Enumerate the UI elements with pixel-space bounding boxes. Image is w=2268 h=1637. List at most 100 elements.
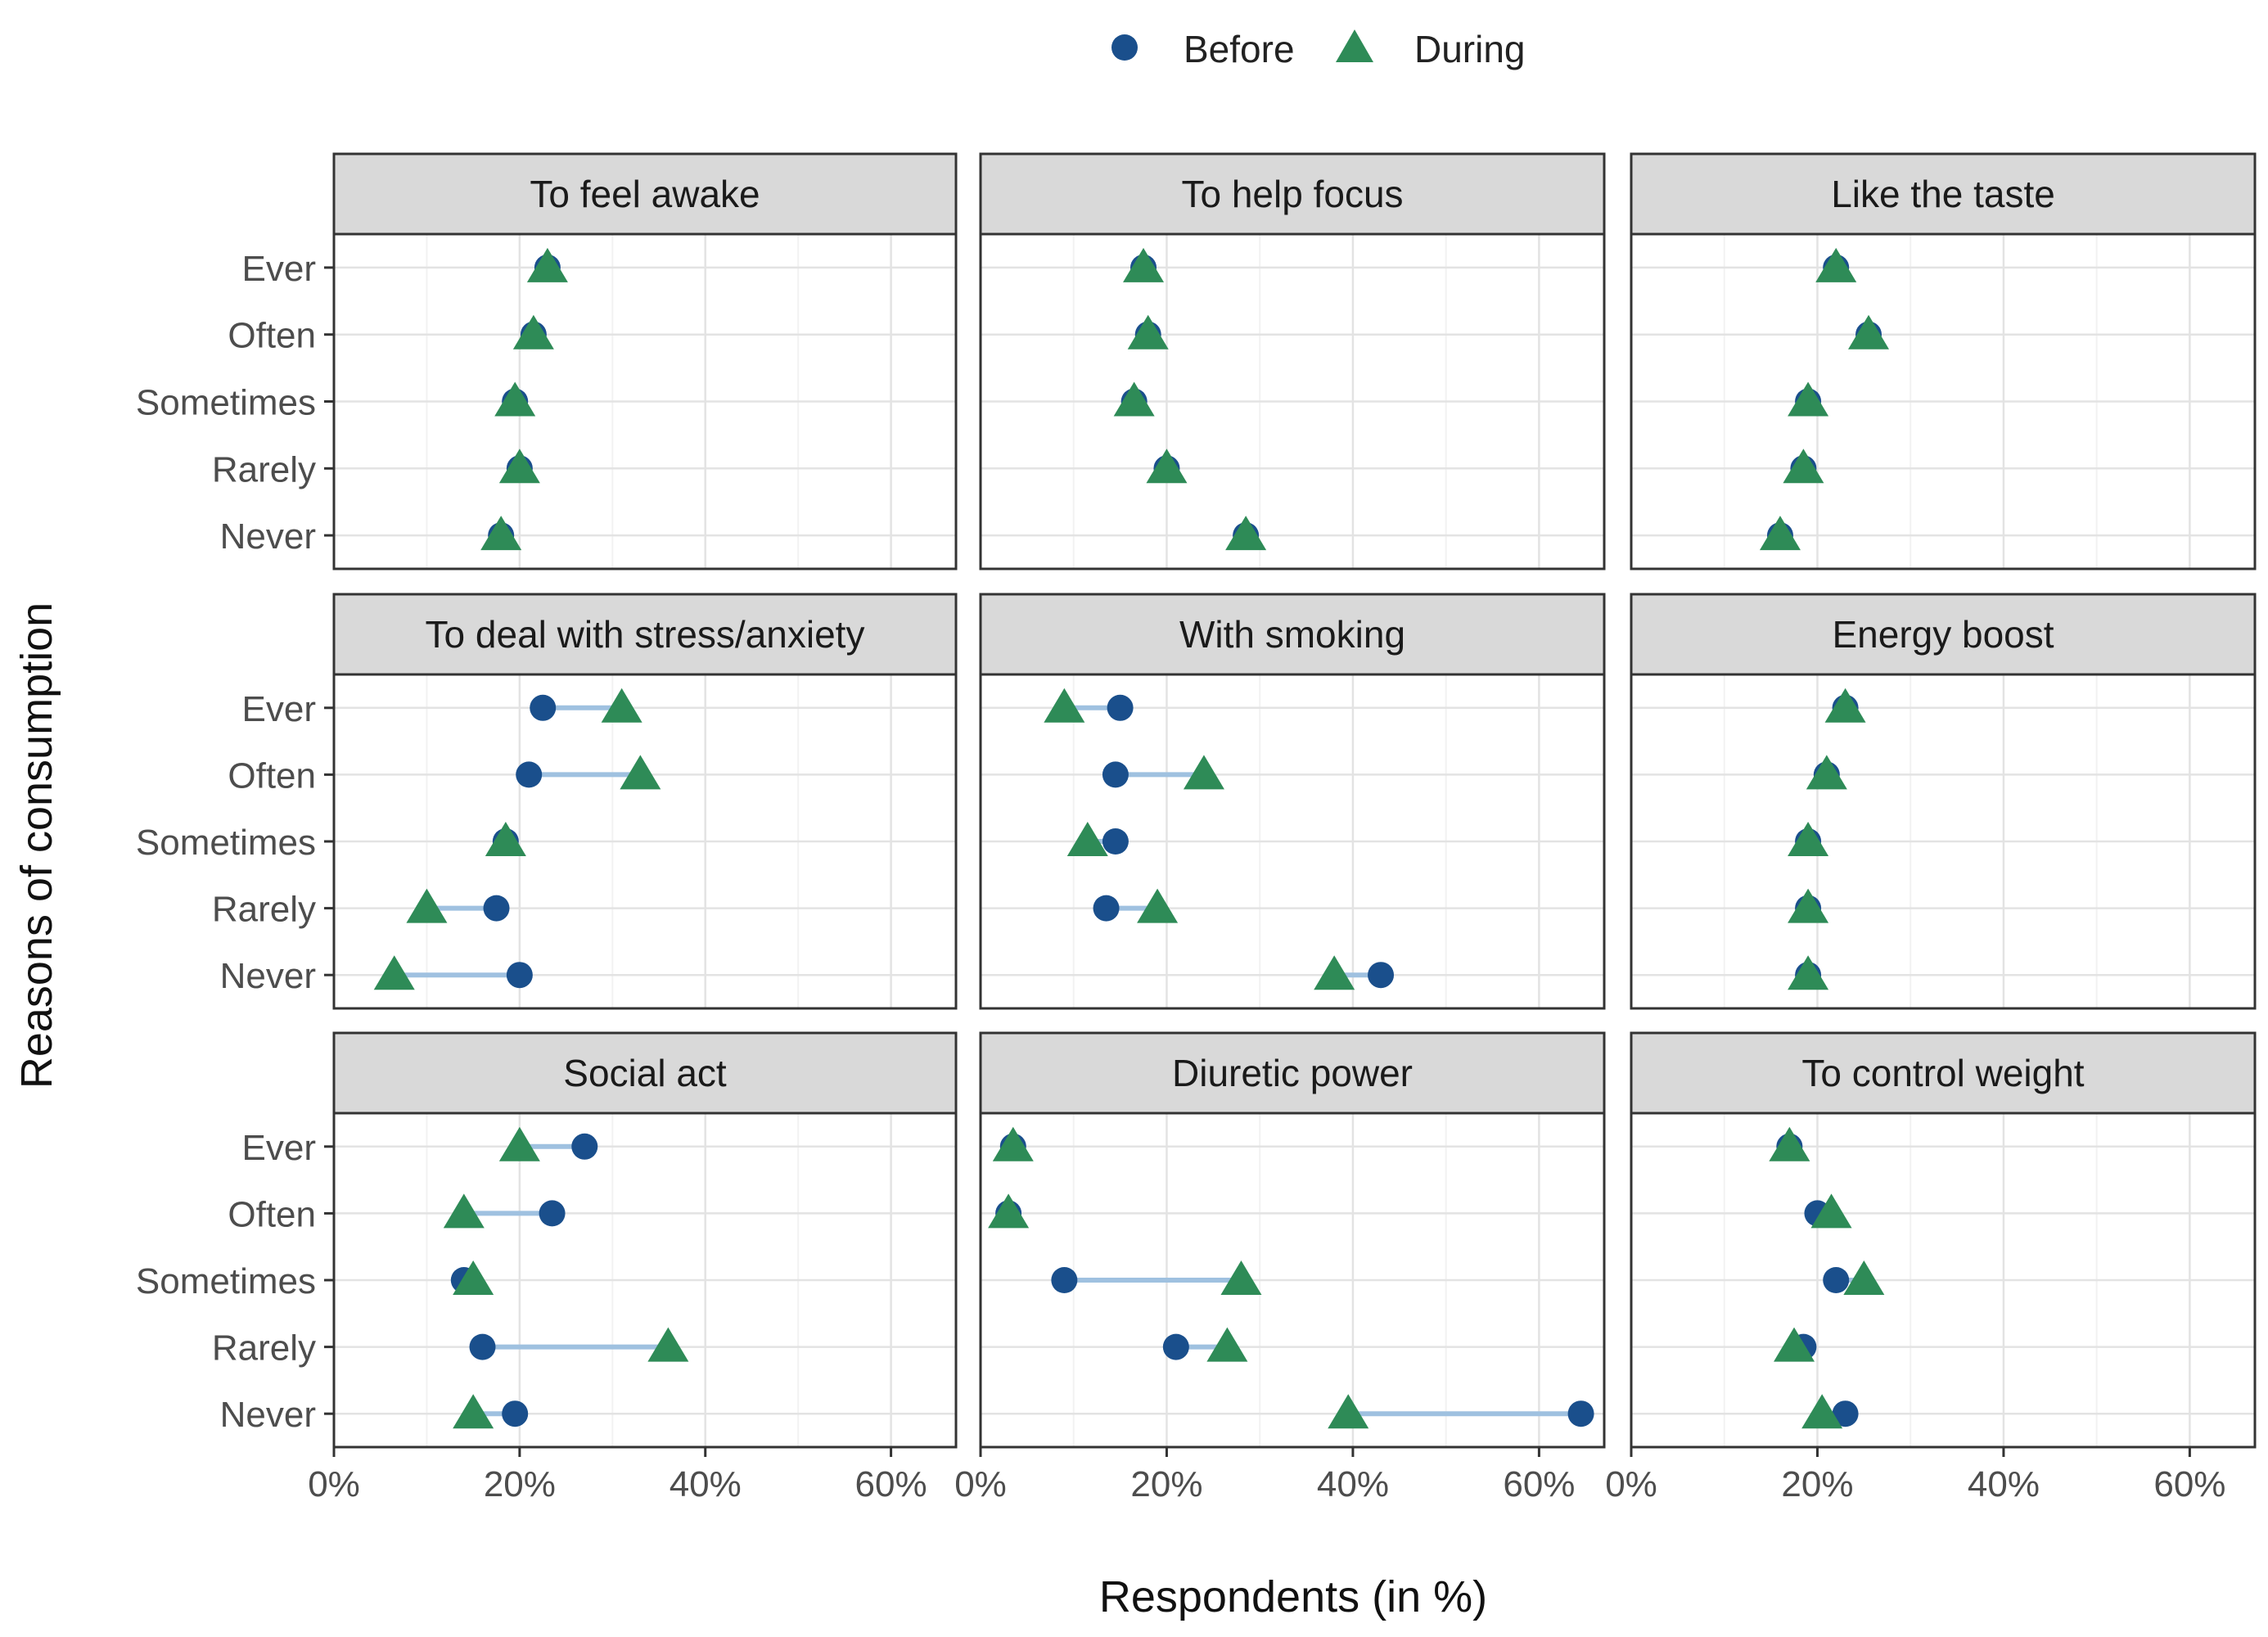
x-tick-label: 60% <box>855 1464 927 1504</box>
x-tick-label: 40% <box>1317 1464 1389 1504</box>
during-point <box>1328 1394 1369 1429</box>
panel-title: To feel awake <box>530 173 760 215</box>
before-point <box>571 1133 598 1160</box>
panel-like-the-taste: Like the taste <box>1630 152 2257 570</box>
legend-before-icon <box>1111 34 1138 61</box>
before-point <box>1107 694 1134 721</box>
x-tick-label: 0% <box>308 1464 360 1504</box>
before-point <box>506 962 533 989</box>
during-point <box>1127 314 1169 349</box>
y-tick-label: Ever <box>242 1128 316 1168</box>
during-point <box>1824 688 1866 723</box>
legend-during-label: During <box>1414 28 1526 70</box>
during-point <box>494 381 536 417</box>
panel-with-smoking: With smoking <box>979 593 1606 1010</box>
before-point <box>469 1333 496 1360</box>
during-point <box>1848 314 1890 349</box>
x-tick-label: 20% <box>1781 1464 1853 1504</box>
during-point <box>1801 1394 1843 1429</box>
during-point <box>1206 1327 1248 1362</box>
during-point <box>647 1327 689 1362</box>
y-tick-label: Rarely <box>212 1328 316 1369</box>
during-point <box>480 516 522 551</box>
during-point <box>1113 381 1155 417</box>
x-tick-label: 0% <box>954 1464 1007 1504</box>
during-point <box>1843 1260 1885 1295</box>
before-point <box>1823 1267 1850 1293</box>
panel-border <box>979 1112 1606 1449</box>
x-tick-label: 40% <box>1968 1464 2040 1504</box>
during-point <box>498 449 540 484</box>
panel-title: Like the taste <box>1831 173 2055 215</box>
panel-title: To deal with stress/anxiety <box>426 613 865 656</box>
y-tick-label: Never <box>220 516 316 557</box>
before-point <box>1368 962 1395 989</box>
panel-energy-boost: Energy boost <box>1630 593 2257 1010</box>
y-tick-label: Ever <box>242 249 316 289</box>
before-point <box>516 761 543 788</box>
panel-strip <box>979 1031 1606 1115</box>
before-point <box>483 895 510 922</box>
panel-to-control-weight: To control weight 0% 20% 40% 60% <box>1605 1031 2257 1504</box>
panel-title: Diuretic power <box>1172 1052 1413 1094</box>
during-point <box>1137 888 1179 923</box>
before-point <box>502 1400 529 1427</box>
y-tick-label: Often <box>228 316 316 356</box>
legend-before-label: Before <box>1184 28 1295 70</box>
during-point <box>1788 822 1829 856</box>
during-point <box>453 1394 494 1429</box>
panel-to-feel-awake: To feel awake Ever Often Sometimes Rarely Nev… <box>136 152 958 570</box>
y-tick-label: Sometimes <box>136 383 316 423</box>
panel-strip <box>979 152 1606 236</box>
during-point <box>1044 688 1085 723</box>
x-tick-label: 0% <box>1605 1464 1657 1504</box>
during-point <box>1314 955 1355 990</box>
panel-strip <box>332 593 958 676</box>
y-tick-label: Sometimes <box>136 823 316 863</box>
during-point <box>453 1260 494 1295</box>
before-point <box>1102 761 1129 788</box>
panel-title: To help focus <box>1181 173 1403 215</box>
panel-strip <box>332 152 958 236</box>
during-point <box>1774 1327 1815 1362</box>
during-point <box>1759 516 1801 551</box>
x-tick-label: 60% <box>1503 1464 1575 1504</box>
panel-border <box>1630 232 2257 570</box>
panel-diuretic-power: Diuretic power 0% 20% 40% 60% <box>954 1031 1606 1504</box>
panel-border <box>979 232 1606 570</box>
x-axis-title: Respondents (in %) <box>1098 1572 1488 1621</box>
y-tick-label: Rarely <box>212 449 316 489</box>
panel-strip <box>332 1031 958 1115</box>
y-tick-label: Never <box>220 956 316 996</box>
x-tick-label: 40% <box>670 1464 742 1504</box>
during-point <box>988 1193 1030 1229</box>
during-point <box>1146 449 1188 484</box>
before-point <box>539 1200 566 1227</box>
before-point <box>1567 1400 1594 1427</box>
panel-title: Social act <box>563 1052 727 1094</box>
panel-to-help-focus: To help focus <box>979 152 1606 570</box>
before-point <box>1832 1400 1859 1427</box>
during-point <box>1810 1193 1852 1229</box>
during-point <box>1788 888 1829 923</box>
during-point <box>498 1126 540 1161</box>
panel-strip <box>1630 152 2257 236</box>
y-tick-label: Often <box>228 1194 316 1234</box>
y-tick-label: Sometimes <box>136 1261 316 1301</box>
panel-title: To control weight <box>1801 1052 2084 1094</box>
during-point <box>1815 247 1857 282</box>
before-point <box>530 694 557 721</box>
before-point <box>1102 828 1129 855</box>
panel-title: With smoking <box>1179 613 1405 656</box>
during-point <box>1123 247 1165 282</box>
before-point <box>1093 895 1120 922</box>
during-point <box>1783 449 1824 484</box>
during-point <box>992 1126 1034 1161</box>
x-tick-label: 60% <box>2153 1464 2225 1504</box>
panel-to-deal-with-stress-anxiety: To deal with stress/anxiety Ever Often Some… <box>136 593 958 1010</box>
during-point <box>1225 516 1267 551</box>
y-tick-label: Often <box>228 755 316 796</box>
during-point <box>1769 1126 1810 1161</box>
during-point <box>512 314 554 349</box>
panel-border <box>1630 1112 2257 1449</box>
